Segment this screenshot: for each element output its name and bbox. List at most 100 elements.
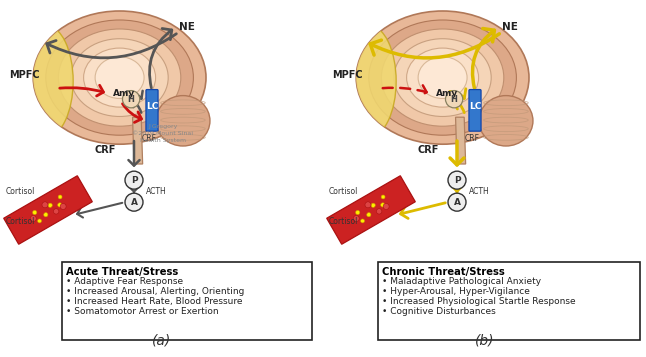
FancyArrowPatch shape <box>451 185 463 192</box>
Polygon shape <box>327 176 415 244</box>
Polygon shape <box>4 176 92 244</box>
FancyArrowPatch shape <box>129 141 140 166</box>
Ellipse shape <box>156 96 210 146</box>
Circle shape <box>367 213 371 217</box>
Text: CRF: CRF <box>417 145 439 155</box>
Circle shape <box>123 91 140 108</box>
Text: • Hyper-Arousal, Hyper-Vigilance: • Hyper-Arousal, Hyper-Vigilance <box>382 287 530 296</box>
Circle shape <box>30 216 36 221</box>
Circle shape <box>381 195 385 199</box>
FancyArrowPatch shape <box>472 29 494 88</box>
Circle shape <box>125 193 143 211</box>
Text: J Gregory
©2019 Mount Sinai
Health System: J Gregory ©2019 Mount Sinai Health Syste… <box>132 124 193 144</box>
FancyArrowPatch shape <box>149 29 172 88</box>
FancyBboxPatch shape <box>378 262 640 340</box>
Text: MPFC: MPFC <box>332 70 363 80</box>
Circle shape <box>371 203 375 207</box>
Circle shape <box>380 203 385 207</box>
Circle shape <box>44 213 48 217</box>
Text: • Increased Arousal, Alerting, Orienting: • Increased Arousal, Alerting, Orienting <box>66 287 244 296</box>
Circle shape <box>58 195 62 199</box>
Text: LC: LC <box>146 102 158 111</box>
Ellipse shape <box>83 48 156 107</box>
Ellipse shape <box>356 11 529 144</box>
FancyArrowPatch shape <box>77 203 122 217</box>
Circle shape <box>448 193 466 211</box>
Circle shape <box>37 219 41 223</box>
Text: P: P <box>453 176 461 185</box>
Text: • Somatomotor Arrest or Exertion: • Somatomotor Arrest or Exertion <box>66 307 218 316</box>
FancyBboxPatch shape <box>62 262 312 340</box>
Circle shape <box>365 202 371 208</box>
Text: Cortisol: Cortisol <box>329 187 359 196</box>
Text: • Maladaptive Pathological Anxiety: • Maladaptive Pathological Anxiety <box>382 277 541 286</box>
Text: Chronic Threat/Stress: Chronic Threat/Stress <box>382 267 505 277</box>
Circle shape <box>355 210 360 215</box>
Circle shape <box>60 203 66 210</box>
Circle shape <box>448 171 466 189</box>
Circle shape <box>377 208 382 214</box>
Text: H: H <box>128 95 134 104</box>
Ellipse shape <box>33 11 206 144</box>
Text: Cortisol: Cortisol <box>6 187 36 196</box>
FancyArrowPatch shape <box>401 203 445 218</box>
FancyArrowPatch shape <box>450 89 466 99</box>
Text: Amy: Amy <box>113 89 136 98</box>
Ellipse shape <box>418 57 467 99</box>
Circle shape <box>32 210 37 215</box>
Text: • Adaptive Fear Response: • Adaptive Fear Response <box>66 277 183 286</box>
Text: A: A <box>130 198 138 207</box>
FancyArrowPatch shape <box>129 187 139 192</box>
FancyArrowPatch shape <box>123 104 141 122</box>
Ellipse shape <box>479 96 533 146</box>
Ellipse shape <box>19 25 73 137</box>
Text: Acute Threat/Stress: Acute Threat/Stress <box>66 267 178 277</box>
FancyArrowPatch shape <box>59 85 103 96</box>
Circle shape <box>54 208 59 214</box>
Text: (b): (b) <box>475 334 494 348</box>
Text: MPFC: MPFC <box>9 70 40 80</box>
Polygon shape <box>455 117 466 164</box>
Ellipse shape <box>95 57 144 99</box>
FancyBboxPatch shape <box>469 90 481 131</box>
Text: (a): (a) <box>152 334 171 348</box>
Text: CRF: CRF <box>94 145 116 155</box>
Circle shape <box>57 203 62 207</box>
Text: • Cognitive Disturbances: • Cognitive Disturbances <box>382 307 495 316</box>
Ellipse shape <box>369 20 516 135</box>
Text: LC: LC <box>469 102 481 111</box>
Circle shape <box>125 171 143 189</box>
Polygon shape <box>132 117 143 164</box>
FancyArrowPatch shape <box>130 97 141 113</box>
Text: A: A <box>453 198 461 207</box>
Circle shape <box>360 219 364 223</box>
Text: NE: NE <box>179 22 194 32</box>
FancyArrowPatch shape <box>370 34 499 58</box>
Text: NE: NE <box>502 22 517 32</box>
Text: • Increased Heart Rate, Blood Pressure: • Increased Heart Rate, Blood Pressure <box>66 297 242 306</box>
Text: P: P <box>130 176 138 185</box>
Ellipse shape <box>46 20 193 135</box>
Ellipse shape <box>71 39 168 116</box>
FancyArrowPatch shape <box>450 141 464 165</box>
Circle shape <box>383 203 389 210</box>
Text: Cortisol: Cortisol <box>329 217 359 226</box>
Text: H: H <box>451 95 457 104</box>
Text: ACTH: ACTH <box>146 187 167 196</box>
Text: CRF: CRF <box>464 134 479 143</box>
Circle shape <box>446 91 463 108</box>
Ellipse shape <box>342 25 396 137</box>
FancyBboxPatch shape <box>146 90 158 131</box>
Text: ACTH: ACTH <box>469 187 490 196</box>
Text: CRF: CRF <box>141 134 156 143</box>
Ellipse shape <box>394 39 491 116</box>
Text: • Increased Physiological Startle Response: • Increased Physiological Startle Respon… <box>382 297 576 306</box>
Text: Cortisol: Cortisol <box>6 217 36 226</box>
Text: Amy: Amy <box>436 89 459 98</box>
FancyArrowPatch shape <box>453 96 464 113</box>
Ellipse shape <box>58 29 181 126</box>
Circle shape <box>42 202 48 208</box>
Circle shape <box>48 203 52 207</box>
Circle shape <box>353 216 359 221</box>
FancyArrowPatch shape <box>127 91 143 99</box>
